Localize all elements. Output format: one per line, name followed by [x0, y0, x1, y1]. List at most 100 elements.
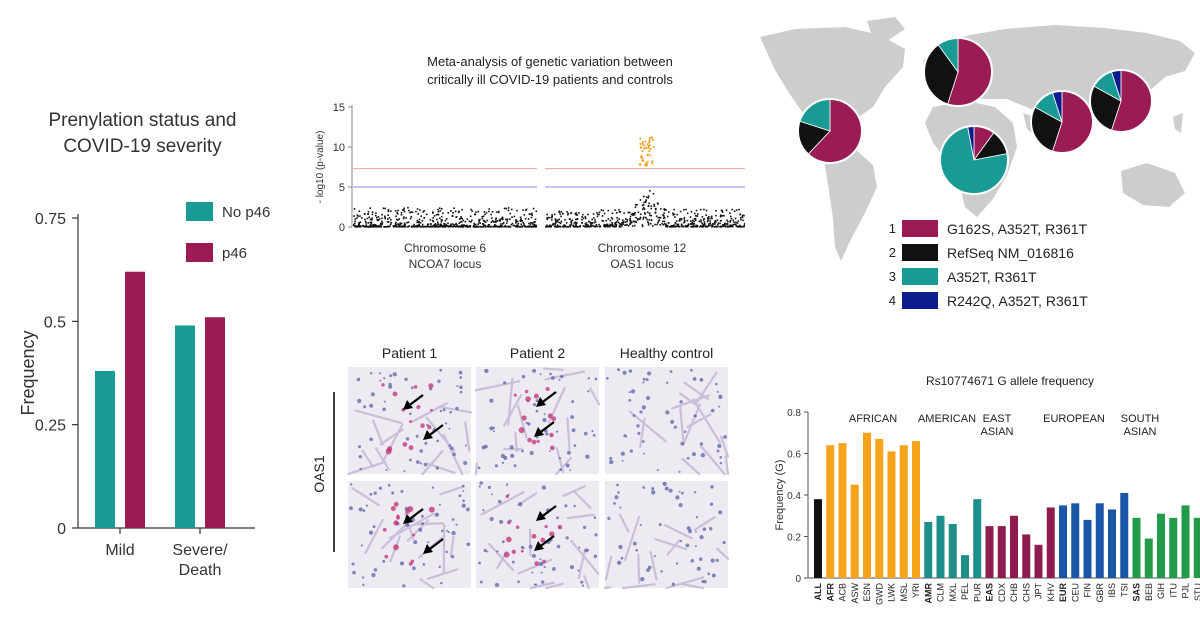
group-label: ASIAN: [980, 426, 1013, 438]
snp-point: [650, 214, 652, 217]
snp-point: [740, 218, 742, 221]
snp-point: [736, 222, 739, 224]
snp-point: [550, 225, 552, 228]
snp-point: [689, 223, 692, 225]
snp-point: [432, 217, 434, 219]
snp-point: [615, 221, 618, 223]
pie-outline: [1030, 90, 1094, 154]
oas1-stain: [408, 445, 414, 451]
snp-point: [535, 210, 538, 213]
snp-point: [461, 224, 463, 226]
snp-point: [559, 225, 561, 228]
snp-point: [379, 223, 382, 226]
snp-point: [516, 224, 519, 226]
snp-point: [690, 210, 693, 213]
snp-point: [626, 218, 629, 221]
tissue-fiber: [529, 581, 555, 590]
snp-point: [564, 219, 566, 221]
arrow-head: [423, 544, 433, 554]
cell-nucleus: [499, 519, 504, 524]
snp-point: [576, 217, 579, 220]
snp-point: [639, 213, 642, 216]
population-label: GBR: [1095, 583, 1105, 603]
snp-point-significant: [651, 162, 653, 165]
snp-point: [652, 225, 654, 227]
snp-point-significant: [645, 164, 648, 167]
snp-point: [403, 223, 406, 226]
cell-nucleus: [402, 584, 406, 588]
tissue-fiber: [665, 576, 705, 590]
snp-point: [709, 222, 711, 225]
snp-point: [603, 224, 606, 226]
snp-point: [585, 221, 588, 224]
snp-point: [533, 221, 535, 223]
snp-point: [498, 219, 500, 222]
snp-point: [683, 218, 686, 220]
snp-point: [522, 221, 524, 224]
snp-point: [555, 221, 557, 224]
cell-nucleus: [609, 456, 613, 460]
panel-label-line2: NCOA7 locus: [409, 257, 482, 271]
snp-point: [358, 222, 361, 225]
legend-swatch: [902, 244, 938, 261]
snp-point: [643, 212, 646, 214]
cell-nucleus: [379, 372, 382, 375]
cell-nucleus: [587, 390, 590, 393]
snp-point: [699, 208, 702, 211]
snp-point: [695, 215, 697, 217]
snp-point: [555, 220, 557, 223]
cell-nucleus: [357, 445, 362, 449]
snp-point: [630, 213, 633, 216]
cell-nucleus: [392, 372, 397, 377]
cell-nucleus: [442, 408, 446, 412]
cell-nucleus: [642, 440, 645, 443]
snp-point: [426, 225, 428, 228]
population-label: JPT: [1034, 583, 1044, 600]
snp-point: [407, 209, 410, 212]
group-label: EUROPEAN: [1043, 413, 1105, 425]
snp-point: [551, 224, 554, 226]
snp-point: [421, 219, 424, 222]
snp-point: [588, 225, 591, 228]
tissue-fiber: [406, 519, 429, 542]
snp-point: [725, 209, 728, 212]
tissue-fiber: [503, 393, 523, 427]
population-label: CEU: [1070, 583, 1080, 602]
snp-point-significant: [648, 137, 651, 139]
group-label: AMERICAN: [918, 413, 976, 425]
cell-nucleus: [551, 567, 556, 571]
snp-point: [530, 225, 532, 228]
snp-point: [482, 215, 485, 218]
snp-point: [691, 225, 693, 228]
snp-point: [439, 217, 441, 220]
snp-point: [693, 222, 695, 225]
snp-point: [652, 192, 655, 195]
snp-point: [606, 225, 609, 228]
cell-nucleus: [440, 581, 443, 585]
cell-nucleus: [501, 461, 505, 465]
snp-point: [402, 209, 404, 211]
snp-point: [529, 223, 532, 226]
snp-point-significant: [648, 144, 651, 147]
snp-point: [379, 222, 382, 225]
allele-bar: [899, 445, 908, 578]
snp-point: [650, 219, 653, 221]
snp-point: [498, 225, 501, 228]
snp-point-significant: [650, 136, 653, 139]
snp-point: [645, 199, 647, 201]
cell-nucleus: [383, 400, 386, 403]
cell-nucleus: [685, 543, 690, 548]
snp-point: [700, 221, 702, 223]
snp-point: [509, 218, 511, 220]
snp-point: [634, 204, 637, 206]
snp-point: [416, 221, 419, 224]
cell-nucleus: [459, 376, 463, 379]
population-label: AMR: [923, 583, 933, 604]
snp-point: [719, 215, 722, 218]
snp-point: [568, 224, 571, 227]
cell-nucleus: [440, 529, 444, 533]
oas1-stain: [395, 515, 401, 520]
tissue-fiber: [649, 551, 658, 581]
snp-point: [730, 217, 733, 220]
snp-point: [552, 222, 555, 225]
